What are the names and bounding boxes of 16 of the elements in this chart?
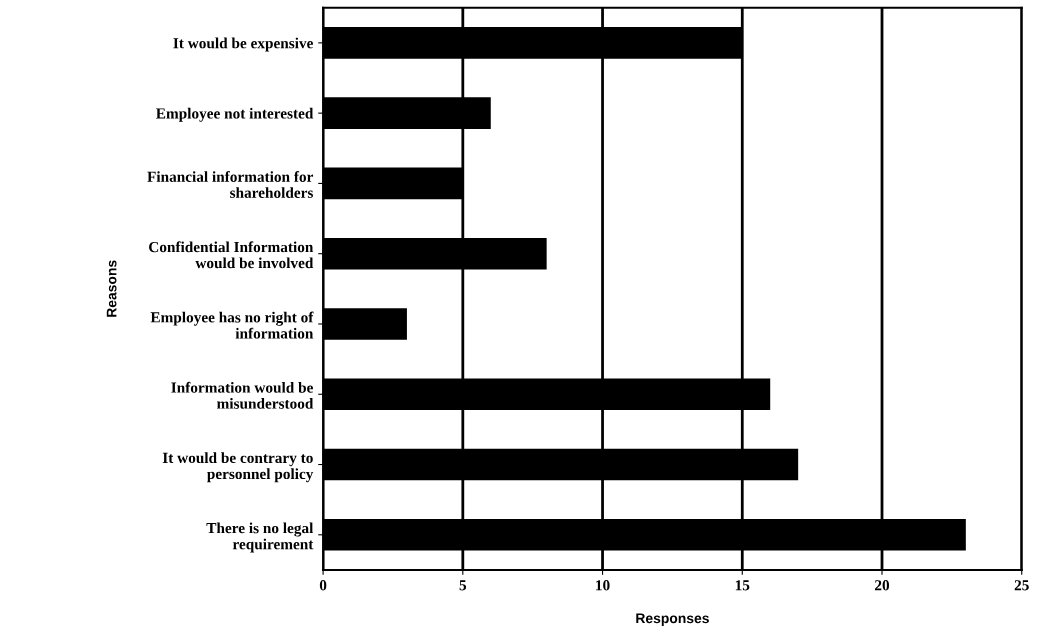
y-tick-label: Financial information for shareholders xyxy=(147,171,314,198)
x-tick-label: 5 xyxy=(459,580,467,591)
y-tick-label: Confidential Information would be involved xyxy=(149,241,314,269)
y-tick-label: There is no legal requirement xyxy=(206,522,314,553)
y-tick-label: It would be contrary to personnel policy xyxy=(162,452,314,483)
x-tick-label: 25 xyxy=(1014,580,1029,591)
x-axis-title: Responses xyxy=(636,613,709,626)
x-tick-label: 15 xyxy=(735,580,750,591)
x-tick-label: 20 xyxy=(875,580,890,591)
y-tick-label: Employee not interested xyxy=(156,107,314,122)
y-tick-label: Employee has no right of information xyxy=(150,311,314,339)
y-axis-title: Reasons xyxy=(106,260,117,317)
y-tick-label: Information would be misunderstood xyxy=(171,381,314,409)
y-tick-label: It would be expensive xyxy=(173,37,313,52)
x-tick-label: 0 xyxy=(319,580,327,591)
x-tick-label: 10 xyxy=(596,580,610,591)
